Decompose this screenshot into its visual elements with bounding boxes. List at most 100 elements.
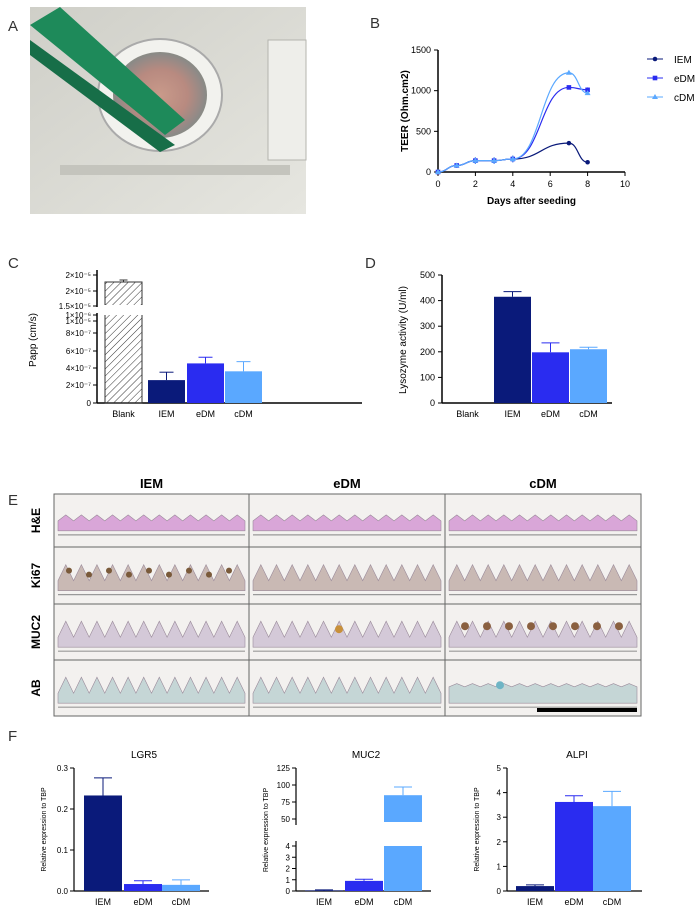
legend-label: eDM <box>674 74 695 85</box>
category-label: cDM <box>603 897 622 907</box>
y-tick-label: 1500 <box>411 45 431 55</box>
category-label: IEM <box>504 409 520 419</box>
bar-IEM <box>84 795 122 891</box>
chart-title: LGR5 <box>131 750 158 761</box>
x-tick-label: 10 <box>620 179 630 189</box>
ki67-stain <box>186 567 192 574</box>
column-header: cDM <box>529 476 556 491</box>
y-axis-label: Relative expression to TBP <box>474 787 481 872</box>
y-tick-label: 500 <box>420 270 435 280</box>
category-label: IEM <box>158 409 174 419</box>
tissue-section <box>57 676 246 704</box>
x-tick-label: 4 <box>510 179 515 189</box>
data-point <box>453 162 460 168</box>
data-point <box>435 169 441 174</box>
panel-label-f: F <box>8 728 18 745</box>
bar-cDM <box>225 371 262 403</box>
data-point <box>472 157 479 163</box>
data-point <box>491 157 498 163</box>
x-axis-label: Days after seeding <box>487 196 576 207</box>
y-tick-label: 2 <box>286 865 291 874</box>
y-tick-label: 100 <box>420 372 435 382</box>
y-tick-label: 5 <box>497 764 502 773</box>
y-axis-label: Relative expression to TBP <box>41 787 48 872</box>
bar-IEM <box>494 296 531 403</box>
ki67-stain <box>86 571 92 578</box>
tissue-section <box>252 514 442 532</box>
category-label: cDM <box>172 897 191 907</box>
legend-label: cDM <box>674 93 695 104</box>
chart-title: ALPI <box>566 750 588 761</box>
muc2-stain <box>571 622 579 631</box>
column-header: eDM <box>333 476 360 491</box>
y-tick-label: 8×10⁻⁷ <box>66 329 91 338</box>
y-tick-label: 2×10⁻⁷ <box>66 381 91 390</box>
axis-break <box>103 305 144 315</box>
y-tick-label: 1×10⁻⁵ <box>65 317 91 326</box>
y-axis-label: Lysozyme activity (U/ml) <box>398 286 409 394</box>
bar-cDM <box>570 349 607 403</box>
legend-marker <box>652 56 658 62</box>
bar-IEM <box>516 886 554 891</box>
y-tick-label: 0.0 <box>57 887 69 896</box>
tissue-section <box>448 683 638 704</box>
y-axis-label: Papp (cm/s) <box>28 313 39 367</box>
tissue-section <box>252 563 442 591</box>
y-tick-label: 2 <box>497 838 502 847</box>
y-tick-label: 1×10⁻⁶ <box>65 311 91 320</box>
row-header: AB <box>29 679 43 697</box>
y-tick-label: 400 <box>420 296 435 306</box>
tissue-section <box>57 563 246 591</box>
category-label: Blank <box>456 409 479 419</box>
y-tick-label: 2×10⁻⁵ <box>65 271 91 280</box>
y-tick-label: 4×10⁻⁷ <box>66 364 91 373</box>
y-tick-label: 100 <box>277 781 291 790</box>
data-point <box>585 159 590 165</box>
y-tick-label: 0 <box>430 398 435 408</box>
category-label: IEM <box>316 897 332 907</box>
x-tick-label: 6 <box>548 179 553 189</box>
panel-label-c: C <box>8 255 19 272</box>
panel-label-d: D <box>365 255 376 272</box>
muc2-stain <box>461 622 469 631</box>
ki67-stain <box>146 567 152 574</box>
axis-break-mark <box>94 307 100 313</box>
y-axis-label: TEER (Ohm.cm2) <box>400 70 411 152</box>
muc2-stain <box>549 622 557 631</box>
y-axis-label: Relative expression to TBP <box>263 788 270 873</box>
y-tick-label: 75 <box>281 798 290 807</box>
category-label: Blank <box>112 409 135 419</box>
y-tick-label: 6×10⁻⁷ <box>66 347 91 356</box>
y-tick-label: 125 <box>277 764 291 773</box>
y-tick-label: 300 <box>420 321 435 331</box>
data-point <box>584 90 591 96</box>
category-label: IEM <box>95 897 111 907</box>
tissue-section <box>57 620 246 648</box>
ab-stain <box>496 681 504 690</box>
tissue-section <box>57 514 246 532</box>
ki67-stain <box>66 567 72 574</box>
bar-eDM <box>555 801 593 891</box>
column-header: IEM <box>140 476 163 491</box>
bar-IEM <box>305 890 343 891</box>
y-tick-label: 3 <box>286 853 291 862</box>
row-header: MUC2 <box>29 615 43 649</box>
y-tick-label: 1 <box>286 876 291 885</box>
tissue-section <box>252 676 442 704</box>
data-point <box>585 87 590 93</box>
category-label: cDM <box>394 897 413 907</box>
category-label: IEM <box>527 897 543 907</box>
bar-IEM <box>148 380 185 403</box>
ki67-stain <box>226 567 232 574</box>
tissue-section <box>448 514 638 532</box>
y-tick-label: 0.3 <box>57 764 69 773</box>
y-tick-label: 4 <box>497 789 502 798</box>
data-point <box>566 85 572 90</box>
row-header: Ki67 <box>29 563 43 589</box>
data-point <box>509 155 516 161</box>
x-tick-label: 0 <box>435 179 440 189</box>
y-tick-label: 0.2 <box>57 805 69 814</box>
